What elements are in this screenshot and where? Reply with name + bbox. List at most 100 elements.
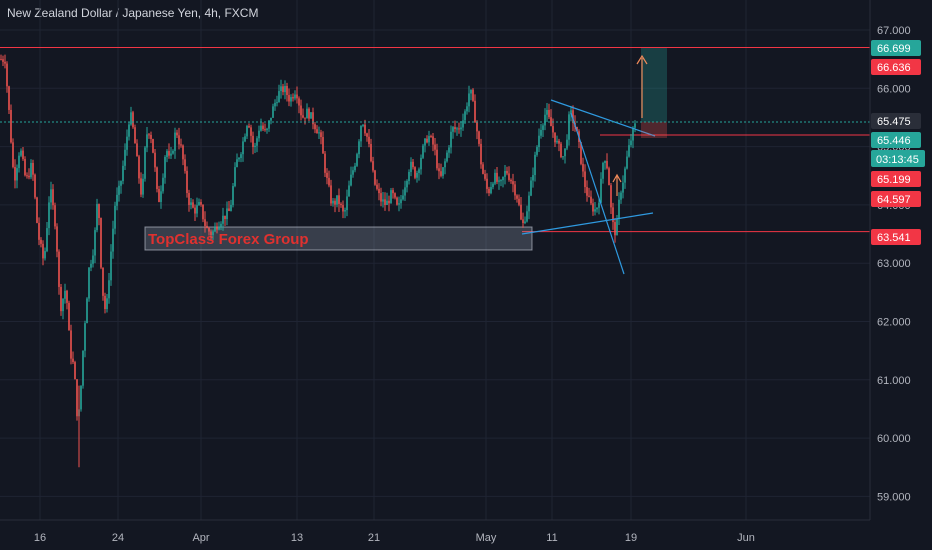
time-axis[interactable]: 16 24 Apr 13 21 May 11 19 Jun [0,519,870,544]
candle-body [72,358,74,363]
candle-body [18,155,20,169]
candle-body [460,127,462,130]
candle-body [340,203,342,206]
candle-body [116,194,118,206]
price-tick-label: 62.000 [877,317,911,329]
candle-body [34,174,36,198]
candle-body [272,106,274,118]
candle-body [618,199,620,219]
candle-body [536,147,538,155]
candle-body [286,85,288,96]
price-axis[interactable]: 67.00066.00065.00064.00063.00062.00061.0… [869,0,911,520]
horizontal-levels [0,47,870,233]
price-tag-bg [871,191,921,207]
candle-body [630,140,632,146]
candle-body [444,161,446,168]
candle-body [608,168,610,186]
candle-body [334,200,336,205]
candle-body [508,173,510,180]
wedge-lower-trendline[interactable] [521,212,654,235]
candle-body [556,140,558,143]
countdown-label: 03:13:45 [876,154,919,166]
candle-body [282,86,284,93]
time-tick-label: 24 [112,532,124,544]
price-tag-label: 65.199 [877,174,911,186]
wedge-upper-trendline[interactable] [550,99,656,137]
candle-body [612,207,614,223]
candle-body [108,280,110,299]
candle-body [8,86,10,110]
candle-body [166,151,168,157]
candle-body [48,202,50,229]
candle-body [422,145,424,158]
price-tag-label: 66.636 [877,62,911,74]
candle-body [346,196,348,211]
candle-body [368,136,370,145]
candle-body [416,172,418,178]
candle-body [568,114,570,140]
candle-body [264,129,266,131]
candle-body [390,190,392,204]
candle-body [538,135,540,148]
candle-body [186,170,188,194]
candle-body [22,150,24,159]
candle-body [324,153,326,173]
candle-body [252,135,254,148]
candle-body [500,180,502,182]
candle-body [220,223,222,227]
candle-body [198,202,200,206]
candle-body [570,110,572,115]
candle-body [344,210,346,212]
candle-body [552,126,554,133]
candle-body [90,263,92,268]
candle-body [102,267,104,296]
candle-body [462,120,464,128]
candle-body [246,126,248,137]
candle-body [150,134,152,140]
candle-body [190,202,192,205]
candle-body [212,231,214,236]
wedge-inner-trendline[interactable] [570,112,625,275]
candle-body [52,189,54,206]
candle-body [32,162,34,175]
candle-body [478,131,480,144]
candle-body [176,132,178,136]
candle-body [386,200,388,206]
candle-body [436,149,438,169]
candle-body [170,153,172,156]
time-tick-label: Apr [192,532,209,544]
candle-body [420,157,422,170]
candle-body [42,243,44,259]
candle-body [274,102,276,107]
candle-body [192,202,194,208]
chart-drawings [521,48,667,275]
candle-body [164,156,166,178]
take-profit-zone[interactable] [641,48,667,122]
candle-body [336,195,338,205]
stop-loss-zone[interactable] [641,122,667,138]
candle-body [380,193,382,202]
candle-body [62,298,64,312]
candle-body [530,180,532,196]
candle-body [292,97,294,99]
candle-body [524,221,526,223]
candle-body [184,159,186,171]
candle-body [454,127,456,130]
watermark-label: TopClass Forex Group [148,231,309,248]
candle-body [254,145,256,148]
candle-body [44,251,46,259]
candle-body [482,164,484,174]
candle-body [74,362,76,380]
candle-body [466,106,468,112]
price-tag-label: 65.475 [877,116,911,128]
candle-body [546,109,548,115]
candle-body [586,187,588,196]
candle-body [614,222,616,236]
candle-body [204,219,206,226]
candle-body [472,89,474,101]
candle-body [588,195,590,197]
price-tick-label: 63.000 [877,258,911,270]
candle-body [248,126,250,128]
candle-body [238,158,240,160]
